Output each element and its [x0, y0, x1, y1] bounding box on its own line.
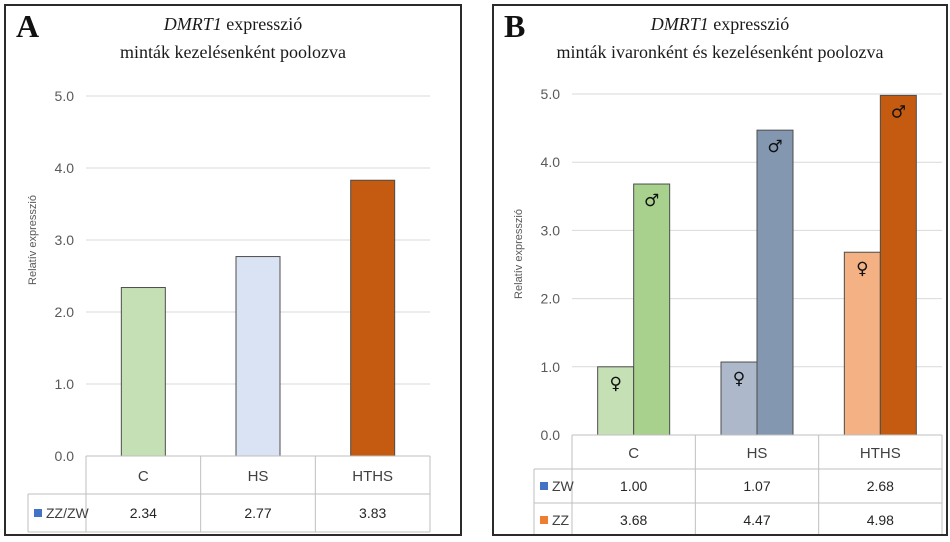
chart-title-a-line2: minták kezelésenként poolozva	[120, 42, 346, 62]
title-word-b: expresszió	[713, 14, 790, 34]
b-bar-zw-c	[597, 366, 635, 436]
b-y-axis-label: Relatív expresszió	[513, 209, 525, 299]
b-sex-symbol: ♀	[856, 259, 868, 279]
a-category-label: C	[138, 468, 149, 485]
b-sex-symbol: ♀	[733, 369, 745, 389]
b-bar-zz-hths	[879, 94, 917, 436]
b-data-label: 4.47	[743, 512, 770, 528]
b-y-tick-label: 3.0	[541, 222, 561, 238]
panel-letter-b: B	[504, 8, 526, 44]
a-y-tick-label: 4.0	[55, 160, 75, 176]
b-sex-symbol: ♀	[609, 374, 621, 394]
a-data-label: 3.83	[359, 505, 386, 521]
b-sex-symbol: ♂	[891, 102, 906, 122]
a-legend-key	[34, 509, 42, 517]
chart-a: 0.0 1.0 2.0 3.0 4.0 5.0 Relatív expresszió C HS H…	[27, 88, 431, 533]
b-data-label: 3.68	[620, 512, 647, 528]
chart-title-b-line1: DMRT1 expresszió	[494, 14, 946, 35]
b-legend-label: ZZ	[552, 512, 570, 528]
a-legend-label: ZZ/ZW	[46, 505, 90, 521]
a-y-axis-label: Relatív expresszió	[27, 195, 39, 285]
b-sex-symbol: ♂	[644, 191, 659, 211]
b-bar-zz-c	[633, 183, 671, 436]
b-data-label: 4.98	[867, 512, 894, 528]
chart-title-b-line2: minták ivaronként és kezelésenként poolo…	[556, 42, 884, 62]
panel-a: A DMRT1 expresszió minták kezelésenként …	[4, 4, 462, 536]
b-bar-zw-hths	[843, 251, 881, 436]
b-y-tick-label: 2.0	[541, 291, 561, 307]
b-category-label: HTHS	[860, 445, 901, 462]
b-legend-key	[540, 516, 548, 524]
a-y-tick-label: 5.0	[55, 88, 75, 104]
a-category-label: HS	[248, 468, 269, 485]
gene-name-a: DMRT1	[163, 14, 222, 34]
chart-b: 0.0 1.0 2.0 3.0 4.0 5.0 Relatív expresszió ♀ ♂ ♀ ♂…	[513, 86, 943, 534]
b-data-label: 1.00	[620, 478, 647, 494]
panel-b: B DMRT1 expresszió minták ivaronként és …	[492, 4, 948, 536]
a-data-label: 2.34	[130, 505, 157, 521]
b-y-tick-label: 4.0	[541, 154, 561, 170]
b-y-tick-label: 1.0	[541, 359, 561, 375]
b-data-label: 2.68	[867, 478, 894, 494]
a-y-tick-label: 3.0	[55, 232, 75, 248]
chart-title-a-line1: DMRT1 expresszió	[6, 14, 460, 35]
b-data-label: 1.07	[743, 478, 770, 494]
a-y-tick-label: 2.0	[55, 304, 75, 320]
b-bar-zw-hs	[720, 361, 758, 436]
a-y-tick-label: 1.0	[55, 376, 75, 392]
b-category-label: HS	[747, 445, 768, 462]
b-y-tick-label: 0.0	[541, 427, 561, 443]
gene-name-b: DMRT1	[650, 14, 709, 34]
a-y-tick-label: 0.0	[55, 448, 75, 464]
b-legend-key	[540, 482, 548, 490]
b-category-label: C	[628, 445, 639, 462]
a-bar-zzzw-hs	[235, 256, 281, 457]
b-y-tick-label: 5.0	[541, 86, 561, 102]
panel-letter-a: A	[16, 8, 40, 44]
b-sex-symbol: ♂	[767, 137, 782, 157]
a-bar-zzzw-c	[120, 287, 166, 457]
b-legend-label: ZW	[552, 478, 575, 494]
b-bar-zz-hs	[756, 129, 794, 436]
title-word-a: expresszió	[226, 14, 303, 34]
a-bar-zzzw-hths	[350, 179, 396, 457]
a-category-label: HTHS	[352, 468, 393, 485]
a-data-label: 2.77	[244, 505, 271, 521]
